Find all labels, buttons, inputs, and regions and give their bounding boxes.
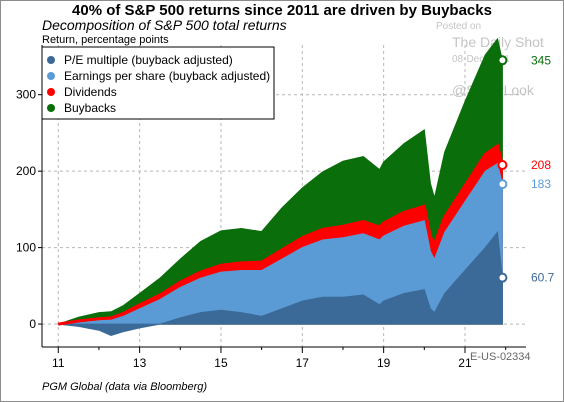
eps-end-label: 183 [531,177,551,191]
legend-item-buybacks-marker [47,104,55,112]
x-tick-label-15: 15 [214,356,228,370]
y-tick-label-200: 200 [16,164,36,178]
dividends-edge-line [58,143,504,326]
y-tick-label-0: 0 [29,317,36,331]
chart-title: 40% of S&P 500 returns since 2011 are dr… [72,2,492,19]
pe-end-label: 60.7 [531,271,555,285]
chart-code: E-US-02334 [470,351,531,363]
y-tick-label-300: 300 [16,88,36,102]
buybacks-end-marker [497,55,508,66]
legend-item-eps-marker [47,72,55,80]
legend-item-pe-label: P/E multiple (buyback adjusted) [64,53,233,67]
legend-item-eps-label: Earnings per share (buyback adjusted) [64,69,270,83]
dividends-end-marker [497,160,508,171]
legend-item-buybacks-label: Buybacks [64,101,116,115]
pe-multiple-area [57,231,503,337]
y-axis-label: Return, percentage points [42,34,169,46]
chart-subtitle: Decomposition of S&P 500 total returns [42,17,287,33]
y-tick-label-100: 100 [16,241,36,255]
legend-box [41,46,275,120]
x-tick-label-13: 13 [133,356,147,370]
x-tick-label-17: 17 [296,356,310,370]
dividends-end-label: 208 [531,158,551,172]
chart-source: PGM Global (data via Bloomberg) [42,381,208,393]
x-tick-label-21: 21 [458,356,472,370]
pe-end-marker [497,272,508,283]
watermark-posted: Posted on [436,21,482,32]
legend-item-dividends-marker [47,88,55,96]
eps-area [57,162,503,325]
x-tick-label-19: 19 [377,356,391,370]
legend-item-pe-marker [47,56,55,64]
watermark-date: 08-Dec-2021 [452,54,510,65]
legend-item-dividends-label: Dividends [64,85,117,99]
buybacks-end-label: 345 [531,53,551,67]
x-tick-label-11: 11 [52,356,65,370]
eps-end-marker [497,179,508,190]
